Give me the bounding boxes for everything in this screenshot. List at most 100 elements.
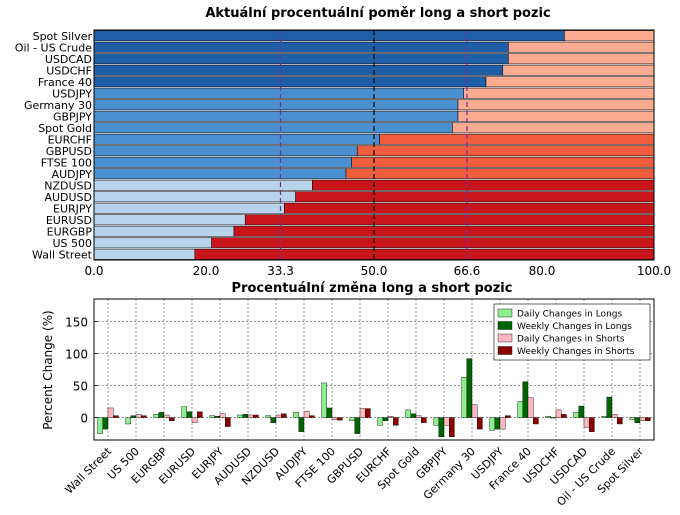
change-bar (349, 417, 356, 421)
change-bar (443, 417, 450, 426)
top-category-label: EURCHF (48, 133, 92, 146)
change-bar (196, 411, 203, 418)
long-bar (93, 237, 212, 249)
top-reference-lines (279, 30, 468, 260)
long-bar (93, 76, 487, 88)
change-bar (326, 407, 333, 418)
top-x-tick-label: 50.0 (361, 264, 388, 278)
bottom-y-tick-label: 0 (80, 412, 88, 426)
short-bar (564, 30, 655, 42)
bottom-y-tick-label: 150 (65, 315, 88, 329)
change-bar (639, 417, 646, 421)
change-bar (281, 413, 287, 418)
change-bar (252, 414, 259, 418)
long-bar (93, 202, 285, 214)
short-bar (379, 133, 655, 145)
short-bar (351, 156, 655, 168)
long-bar (93, 41, 509, 53)
top-category-label: FTSE 100 (41, 156, 92, 169)
change-bar (209, 415, 216, 418)
change-bar (354, 417, 361, 434)
change-bar (494, 417, 501, 430)
top-category-label: GBPJPY (53, 110, 92, 123)
legend-label: Weekly Changes in Longs (517, 322, 632, 332)
change-bar (359, 408, 366, 418)
change-bar (410, 413, 417, 418)
bottom-legend: Daily Changes in Longs Weekly Changes in … (493, 303, 651, 361)
top-category-label: Germany 30 (24, 99, 92, 112)
top-x-tick-label: 33.3 (267, 264, 294, 278)
short-bar (457, 99, 655, 111)
short-bar (233, 225, 655, 237)
change-bar (107, 407, 114, 418)
change-bar (617, 417, 623, 425)
change-bar (186, 411, 193, 418)
long-bar (93, 225, 235, 237)
change-bar (634, 417, 641, 423)
change-bar (224, 417, 231, 427)
change-bar (303, 410, 310, 418)
long-bar (93, 133, 380, 145)
legend-swatch (497, 321, 513, 330)
change-bar (449, 417, 455, 437)
top-category-label: USDCAD (45, 53, 92, 66)
short-bar (244, 214, 655, 226)
short-bar (356, 145, 655, 157)
long-bar (93, 64, 504, 76)
top-category-label: Spot Gold (38, 122, 92, 135)
change-bar (130, 415, 137, 418)
change-bar (505, 415, 511, 418)
change-bar (573, 412, 579, 418)
short-bar (452, 122, 655, 134)
long-bar (93, 30, 565, 42)
bottom-y-tick-labels: 0 50 100 150 (65, 315, 98, 426)
change-bar (247, 414, 254, 418)
top-category-label: Wall Street (32, 248, 93, 261)
long-bar (93, 99, 459, 111)
change-bar (382, 417, 389, 421)
change-bar (135, 414, 142, 418)
long-bar (93, 214, 246, 226)
change-bar (214, 416, 221, 418)
change-bar (158, 412, 165, 418)
top-plot-frame (93, 29, 655, 261)
short-bar (312, 179, 655, 191)
legend-label: Daily Changes in Shorts (517, 335, 625, 345)
change-bar (153, 414, 160, 418)
change-bar (377, 417, 384, 426)
long-bar (93, 87, 464, 99)
long-bar (93, 191, 296, 203)
top-bars (93, 30, 655, 260)
top-category-label: USDJPY (52, 87, 92, 100)
change-bar (265, 415, 272, 418)
short-bar (485, 76, 655, 88)
top-x-tick-label: 66.6 (454, 264, 481, 278)
change-bar (517, 401, 523, 418)
legend-box (493, 303, 651, 361)
long-bar (93, 145, 358, 157)
top-chart-title: Aktuální procentuální poměr long a short… (205, 6, 550, 21)
top-x-tick-labels: 0.0 20.0 33.3 50.0 66.6 80.0 100.0 (84, 264, 671, 278)
change-bar (112, 415, 119, 418)
change-bar (405, 409, 412, 418)
change-bar (337, 417, 343, 421)
bottom-y-tick-label: 50 (73, 380, 88, 394)
change-bar (387, 416, 394, 418)
short-bar (508, 53, 655, 65)
change-bar (589, 417, 595, 432)
bottom-bars (97, 358, 651, 437)
bottom-chart-title: Procentuální změna long a short pozic (232, 281, 513, 296)
percent-change-chart: Procentuální změna long a short pozic 0 5… (41, 281, 655, 509)
change-bar (275, 414, 282, 418)
short-bar (345, 168, 655, 180)
change-bar (102, 417, 109, 430)
change-bar (331, 417, 338, 420)
top-x-tick-label: 100.0 (637, 264, 671, 278)
change-bar (237, 414, 244, 418)
change-bar (140, 415, 147, 418)
top-category-label: EURGBP (47, 225, 93, 238)
change-bar (629, 417, 635, 420)
change-bar (270, 417, 277, 423)
